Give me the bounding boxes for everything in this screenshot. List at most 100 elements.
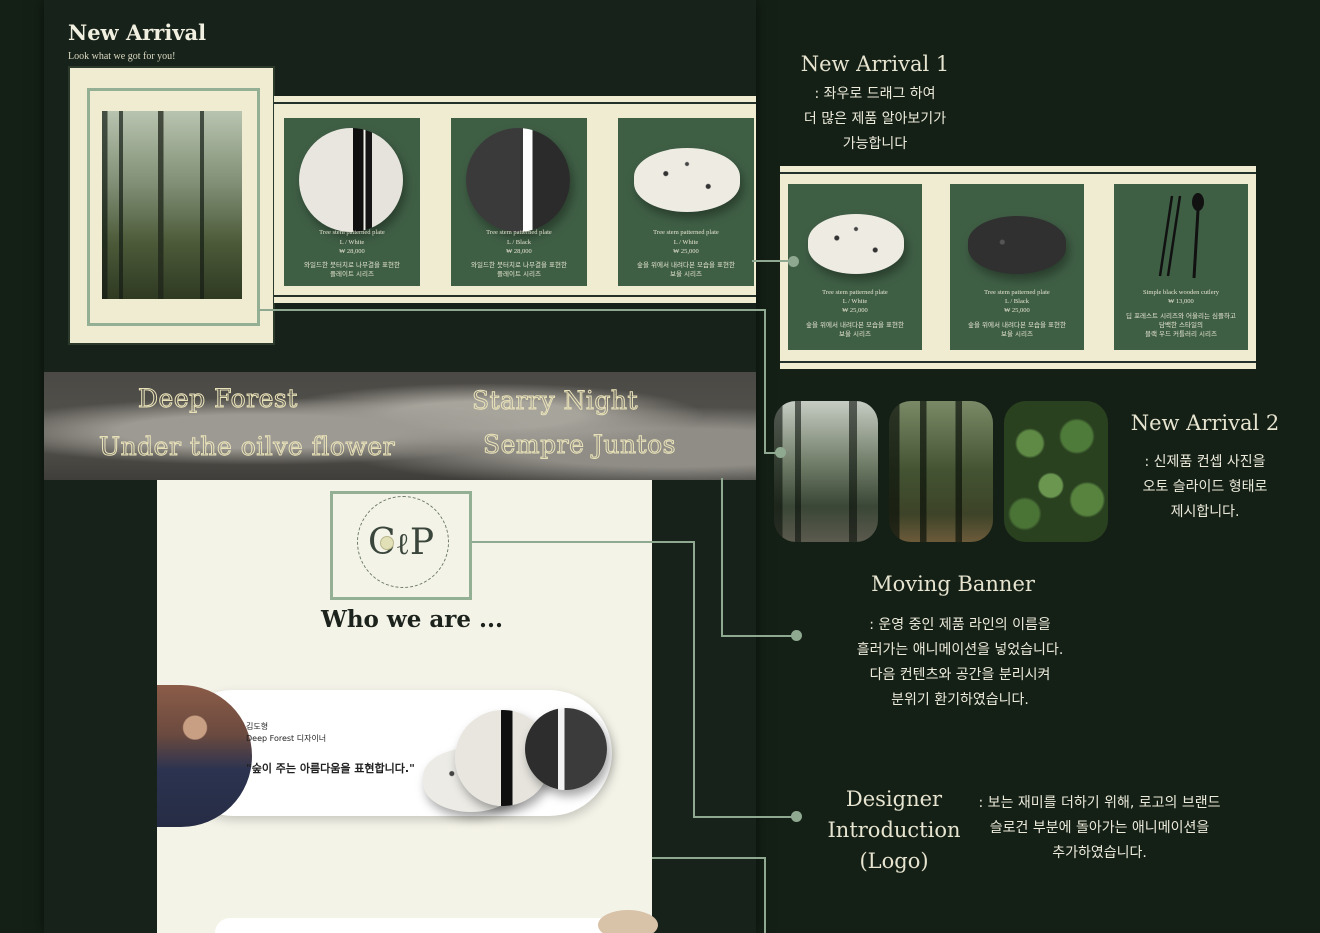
- product-card[interactable]: Simple black wooden cutlery ₩ 13,000 딥 포…: [1114, 184, 1248, 350]
- product-price: ₩ 25,000: [673, 248, 699, 255]
- white-bowl-image: [634, 148, 740, 212]
- white-plate-image: [299, 128, 403, 232]
- product-name: Tree stem patterned plate: [319, 229, 385, 236]
- connector-dot: [791, 630, 802, 641]
- connector-line: [693, 541, 695, 817]
- product-desc: 블랙 우드 커틀러리 시리즈: [1145, 330, 1217, 338]
- connector-line: [472, 541, 694, 543]
- product-card[interactable]: Tree stem patterned plate L / Black ₩ 28…: [451, 118, 587, 286]
- connector-line: [764, 452, 780, 454]
- annotation-line: 슬로건 부분에 돌아가는 애니메이션을: [989, 820, 1210, 836]
- connector-line: [259, 309, 765, 311]
- black-plate-image: [525, 708, 607, 790]
- product-card[interactable]: Tree stem patterned plate L / White ₩ 25…: [788, 184, 922, 350]
- connector-dot: [775, 447, 786, 458]
- brand-logo-frame: [330, 491, 472, 600]
- cutlery-image: [1158, 193, 1204, 279]
- annotation-line: 추가하였습니다.: [1052, 845, 1147, 861]
- black-bowl-image: [968, 216, 1066, 274]
- connector-line: [752, 260, 792, 262]
- product-desc: 와일드한 붓터치로 나무결을 표현한: [471, 261, 567, 269]
- annotation-line: 제시합니다.: [1170, 504, 1240, 520]
- annotation-line: : 좌우로 드래그 하여: [814, 86, 936, 102]
- product-price: ₩ 13,000: [1168, 298, 1194, 305]
- annotation-line: 오토 슬라이드 형태로: [1142, 479, 1268, 495]
- banner-item: Under the oilve flower: [98, 432, 396, 462]
- designer-role: Deep Forest 디자이너: [246, 734, 327, 743]
- product-desc: 와일드한 붓터치로 나무결을 표현한: [304, 261, 400, 269]
- designer-quote: "숲이 주는 아름다움을 표현합니다.": [246, 762, 415, 775]
- banner-item: Starry Night: [471, 386, 639, 416]
- annotation-line: 분위기 환기하였습니다.: [891, 692, 1029, 708]
- annotation-title-moving-banner: Moving Banner: [871, 572, 1035, 596]
- who-we-are-title: Who we are ...: [321, 606, 504, 633]
- flower-icon: [380, 536, 394, 550]
- annotation-line: 흘러가는 애니메이션을 넣었습니다.: [856, 642, 1064, 658]
- concept-photo-aerial-trees: [1004, 401, 1108, 542]
- product-variant: L / White: [842, 298, 868, 305]
- new-arrival-carousel[interactable]: Tree stem patterned plate L / White ₩ 28…: [274, 96, 756, 303]
- product-card[interactable]: Tree stem patterned plate L / Black ₩ 25…: [950, 184, 1084, 350]
- product-desc: 숲을 위에서 내려다본 모습을 표현한: [637, 261, 735, 269]
- connector-line: [693, 816, 796, 818]
- product-card[interactable]: Tree stem patterned plate L / White ₩ 28…: [284, 118, 420, 286]
- annotation-line: 가능합니다: [842, 136, 908, 152]
- new-arrival-title: New Arrival: [68, 20, 207, 45]
- annotation-line: : 보는 재미를 더하기 위해, 로고의 브랜드: [978, 795, 1221, 811]
- product-name: Tree stem patterned plate: [822, 289, 888, 296]
- logo-slogan-ring: [357, 496, 449, 588]
- product-variant: L / White: [673, 239, 699, 246]
- product-variant: L / Black: [1005, 298, 1029, 305]
- product-desc: 플레이트 시리즈: [330, 270, 374, 278]
- product-desc: 보울 시리즈: [839, 330, 871, 338]
- forest-photo: [102, 111, 242, 299]
- brand-logo-mark: CℓP: [368, 522, 435, 563]
- annotation-title-designer: Designer: [845, 787, 943, 811]
- product-desc: 숲을 위에서 내려다본 모습을 표현한: [968, 321, 1066, 329]
- connector-dot: [788, 256, 799, 267]
- product-name: Simple black wooden cutlery: [1143, 289, 1219, 296]
- connector-line: [764, 309, 766, 453]
- product-variant: L / Black: [507, 239, 531, 246]
- product-desc: 담백한 스타일의: [1159, 321, 1203, 329]
- annotation-line: : 신제품 컨셉 사진을: [1144, 454, 1266, 470]
- carousel-rule-lines: [780, 172, 1256, 363]
- product-price: ₩ 28,000: [339, 248, 365, 255]
- connector-line: [652, 857, 765, 859]
- connector-line: [721, 635, 796, 637]
- product-name: Tree stem patterned plate: [984, 289, 1050, 296]
- product-desc: 숲을 위에서 내려다본 모습을 표현한: [806, 321, 904, 329]
- product-desc: 플레이트 시리즈: [497, 270, 541, 278]
- banner-item: Sempre Juntos: [483, 430, 676, 460]
- concept-photo-forest-floor: [889, 401, 993, 542]
- product-price: ₩ 25,000: [842, 307, 868, 314]
- new-arrival-subtitle: Look what we got for you!: [68, 51, 176, 62]
- product-price: ₩ 28,000: [506, 248, 532, 255]
- product-price: ₩ 25,000: [1004, 307, 1030, 314]
- product-name: Tree stem patterned plate: [653, 229, 719, 236]
- product-variant: L / White: [339, 239, 365, 246]
- designer-name: 김도형: [246, 722, 269, 731]
- annotation-title-designer: (Logo): [859, 849, 929, 873]
- product-desc: 보울 시리즈: [670, 270, 702, 278]
- banner-item: Deep Forest: [138, 384, 298, 414]
- annotation-line: : 운영 중인 제품 라인의 이름을: [869, 617, 1051, 633]
- product-desc: 딥 포레스트 시리즈와 어울리는 심플하고: [1126, 312, 1236, 320]
- product-desc: 보울 시리즈: [1001, 330, 1033, 338]
- black-plate-image: [466, 128, 570, 232]
- next-designer-card: [215, 918, 652, 933]
- connector-line: [721, 478, 723, 636]
- annotation-title-designer: Introduction: [827, 818, 961, 842]
- next-designer-accent: [598, 910, 658, 933]
- product-card[interactable]: Tree stem patterned plate L / White ₩ 25…: [618, 118, 754, 286]
- carousel-rule-lines: [274, 102, 756, 297]
- moving-banner: Deep Forest Starry Night Under the oilve…: [44, 372, 756, 480]
- annotation-line: 더 많은 제품 알아보기가: [803, 111, 947, 127]
- new-arrival-1-detail-carousel[interactable]: Tree stem patterned plate L / White ₩ 25…: [780, 166, 1256, 369]
- annotation-title-new-arrival-1: New Arrival 1: [800, 52, 950, 76]
- concept-photo-forest-road: [774, 401, 878, 542]
- annotation-line: 다음 컨텐츠와 공간을 분리시켜: [869, 667, 1051, 683]
- connector-line: [764, 857, 766, 933]
- product-name: Tree stem patterned plate: [486, 229, 552, 236]
